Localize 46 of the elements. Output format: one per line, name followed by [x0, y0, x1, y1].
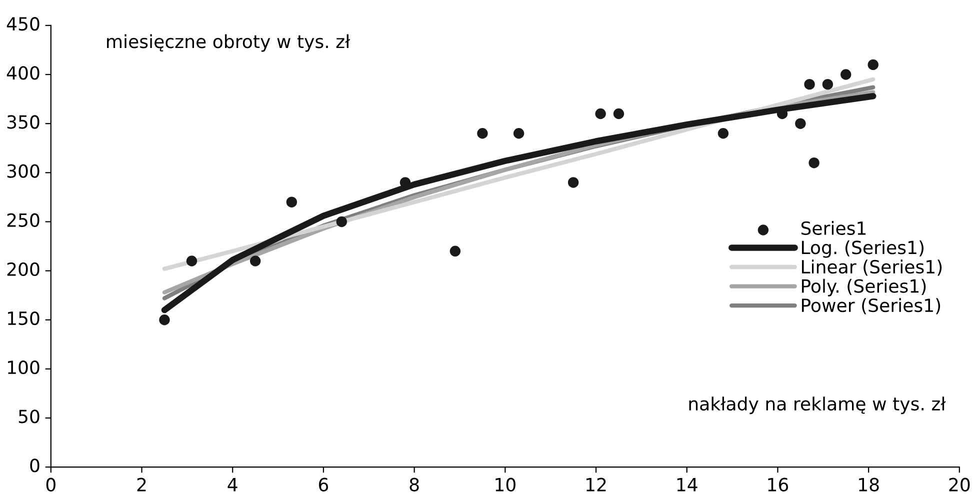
legend-label: Power (Series1) [802, 298, 940, 314]
point [804, 78, 815, 90]
y-tick-label: 0 [30, 458, 40, 472]
x-tick-label: 8 [410, 478, 419, 492]
y-tick-label: 200 [7, 262, 40, 276]
y-tick-label: 350 [7, 115, 40, 129]
y-tick-label: 250 [7, 213, 40, 227]
x-tick-label: 6 [318, 478, 328, 492]
point [286, 196, 298, 208]
point [613, 108, 624, 120]
x-tick-label: 16 [768, 478, 788, 492]
point [250, 256, 261, 266]
point [568, 177, 579, 188]
x-tick-label: 0 [46, 478, 56, 492]
x-tick-label: 2 [137, 478, 146, 492]
x-tick-label: 14 [677, 478, 698, 492]
x-tick-label: 10 [496, 478, 516, 492]
legend-label: Log. (Series1) [802, 240, 924, 258]
y-tick-label: 100 [8, 360, 40, 374]
legend-label: Poly. (Series1) [802, 278, 926, 296]
x-axis-title: nakłady na reklamę w tys. zł [689, 396, 946, 414]
y-tick-label: 450 [6, 17, 40, 31]
point [868, 59, 878, 70]
y-axis-title: miesięczne obroty w tys. zł [107, 34, 350, 52]
point [595, 108, 606, 120]
x-tick-label: 4 [228, 478, 238, 492]
point [718, 128, 729, 139]
point [822, 78, 834, 90]
y-tick-label: 150 [8, 311, 40, 326]
y-tick-label: 50 [18, 410, 40, 424]
point [477, 128, 488, 139]
x-tick-label: 20 [949, 478, 970, 492]
y-tick-label: 400 [6, 66, 40, 80]
point [795, 118, 806, 129]
point [840, 69, 852, 80]
x-tick-label: 12 [586, 478, 606, 492]
point [450, 246, 461, 257]
x-tick-label: 18 [859, 478, 879, 492]
point [808, 157, 820, 168]
legend-label: Linear (Series1) [802, 260, 942, 276]
y-tick-label: 300 [7, 164, 40, 178]
point [186, 256, 198, 266]
legend-label: Series1 [801, 221, 866, 236]
point [513, 128, 524, 139]
point [336, 216, 347, 228]
point [159, 314, 170, 326]
